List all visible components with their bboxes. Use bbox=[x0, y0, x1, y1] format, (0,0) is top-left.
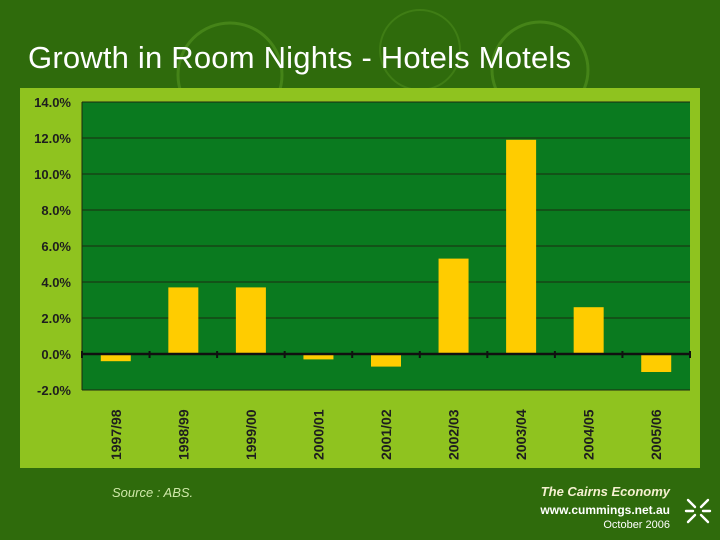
x-tick-label: 2001/02 bbox=[378, 409, 394, 460]
bar-1997-98 bbox=[100, 354, 131, 362]
bar-2002-03 bbox=[438, 258, 469, 354]
y-tick-label: 10.0% bbox=[34, 167, 71, 182]
brand-url: www.cummings.net.au bbox=[540, 503, 670, 517]
y-tick-label: 0.0% bbox=[41, 347, 71, 362]
slide-title: Growth in Room Nights - Hotels Motels bbox=[28, 40, 572, 75]
y-tick-label: 12.0% bbox=[34, 131, 71, 146]
x-tick-label: 2002/03 bbox=[446, 409, 462, 460]
brand-block: The Cairns Economy www.cummings.net.au O… bbox=[540, 484, 670, 531]
y-tick-label: -2.0% bbox=[37, 383, 71, 398]
brand-logo-icon bbox=[684, 498, 712, 524]
y-tick-label: 2.0% bbox=[41, 311, 71, 326]
source-note: Source : ABS. bbox=[112, 485, 194, 500]
x-tick-label: 2000/01 bbox=[310, 409, 326, 460]
y-tick-label: 14.0% bbox=[34, 95, 71, 110]
y-tick-label: 8.0% bbox=[41, 203, 71, 218]
bar-1999-00 bbox=[235, 287, 266, 354]
brand-title: The Cairns Economy bbox=[540, 484, 670, 499]
x-tick-label: 1999/00 bbox=[243, 409, 259, 460]
bar-2000-01 bbox=[303, 354, 334, 360]
bar-2004-05 bbox=[573, 307, 604, 354]
x-tick-label: 2003/04 bbox=[513, 409, 529, 460]
y-tick-label: 6.0% bbox=[41, 239, 71, 254]
x-tick-label: 1998/99 bbox=[175, 409, 191, 460]
x-tick-label: 2004/05 bbox=[581, 409, 597, 460]
bar-2005-06 bbox=[641, 354, 672, 372]
bar-2003-04 bbox=[506, 139, 537, 354]
brand-date: October 2006 bbox=[603, 519, 670, 531]
bar-2001-02 bbox=[371, 354, 401, 367]
x-tick-label: 1997/98 bbox=[108, 409, 124, 460]
x-tick-label: 2005/06 bbox=[648, 409, 664, 460]
y-tick-label: 4.0% bbox=[41, 275, 71, 290]
bar-1998-99 bbox=[168, 287, 199, 354]
